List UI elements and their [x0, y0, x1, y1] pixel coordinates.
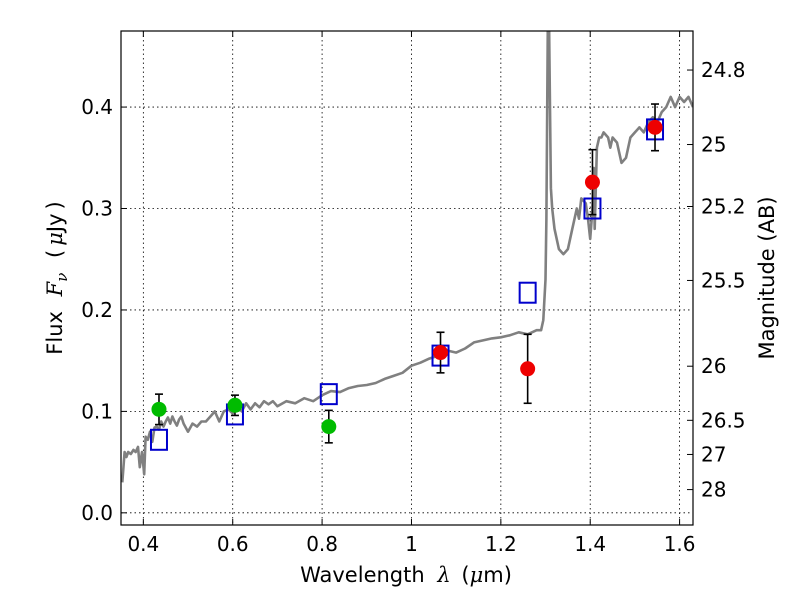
y-axis-subscript: ν [53, 273, 71, 282]
observed-point [227, 397, 243, 413]
plot-frame [120, 30, 694, 526]
x-tick-label: 1 [405, 532, 418, 556]
model-photometry-square [149, 428, 168, 451]
y2-tick-label: 28 [701, 478, 726, 502]
x-axis-label: Wavelength λ (μm) [300, 563, 512, 587]
y-axis-symbol: F [43, 280, 67, 297]
y2-tick-label: 26.5 [701, 408, 746, 432]
y-axis-label-text: Flux [43, 311, 67, 355]
x-tick-label: 0.6 [217, 532, 249, 556]
x-tick-label: 1.2 [485, 532, 517, 556]
y-tick-label: 0.0 [81, 501, 113, 525]
model-photometry-square [518, 281, 537, 304]
x-axis-unit-suffix: m [483, 563, 503, 587]
x-axis-label-text: Wavelength [300, 563, 425, 587]
observed-point [647, 119, 663, 135]
y2-tick-label: 27 [701, 442, 726, 466]
observed-point [584, 174, 600, 190]
y2-tick-label: 25.5 [701, 268, 746, 292]
y-tick-label: 0.4 [81, 95, 113, 119]
y-axis-label: Flux Fν (μJy) [43, 201, 72, 354]
y2-tick-label: 26 [701, 354, 726, 378]
x-tick-label: 0.8 [306, 532, 338, 556]
x-axis-symbol: λ [436, 563, 450, 587]
x-tick-label: 1.4 [574, 532, 606, 556]
tick-layer: 0.4 0.6 0.8 1 1.2 1.4 1.6 0.0 0.1 0.2 0.3 0.4 24.8 25… [81, 31, 746, 556]
x-tick-label: 1.6 [664, 532, 696, 556]
y2-axis-label: Magnitude (AB) [755, 196, 779, 359]
observed-point [321, 419, 337, 435]
y-tick-label: 0.1 [81, 399, 113, 423]
x-axis-unit-prefix: μ [470, 563, 484, 587]
y-tick-label: 0.3 [81, 197, 113, 221]
observed-point [520, 361, 536, 377]
spectrum-layer [121, 31, 693, 483]
y2-tick-label: 25.2 [701, 194, 746, 218]
grid-lines [121, 31, 693, 525]
model-photometry-square [319, 383, 338, 406]
spectrum-line [121, 31, 693, 483]
marker-layer [149, 103, 665, 451]
y2-tick-label: 24.8 [701, 58, 746, 82]
observed-point [151, 401, 167, 417]
x-tick-label: 0.4 [127, 532, 159, 556]
y2-tick-label: 25 [701, 133, 726, 157]
observed-point [433, 345, 449, 361]
y-axis-unit-suffix: Jy [43, 213, 67, 234]
y-tick-label: 0.2 [81, 298, 113, 322]
y-axis-unit-prefix: μ [43, 232, 67, 246]
